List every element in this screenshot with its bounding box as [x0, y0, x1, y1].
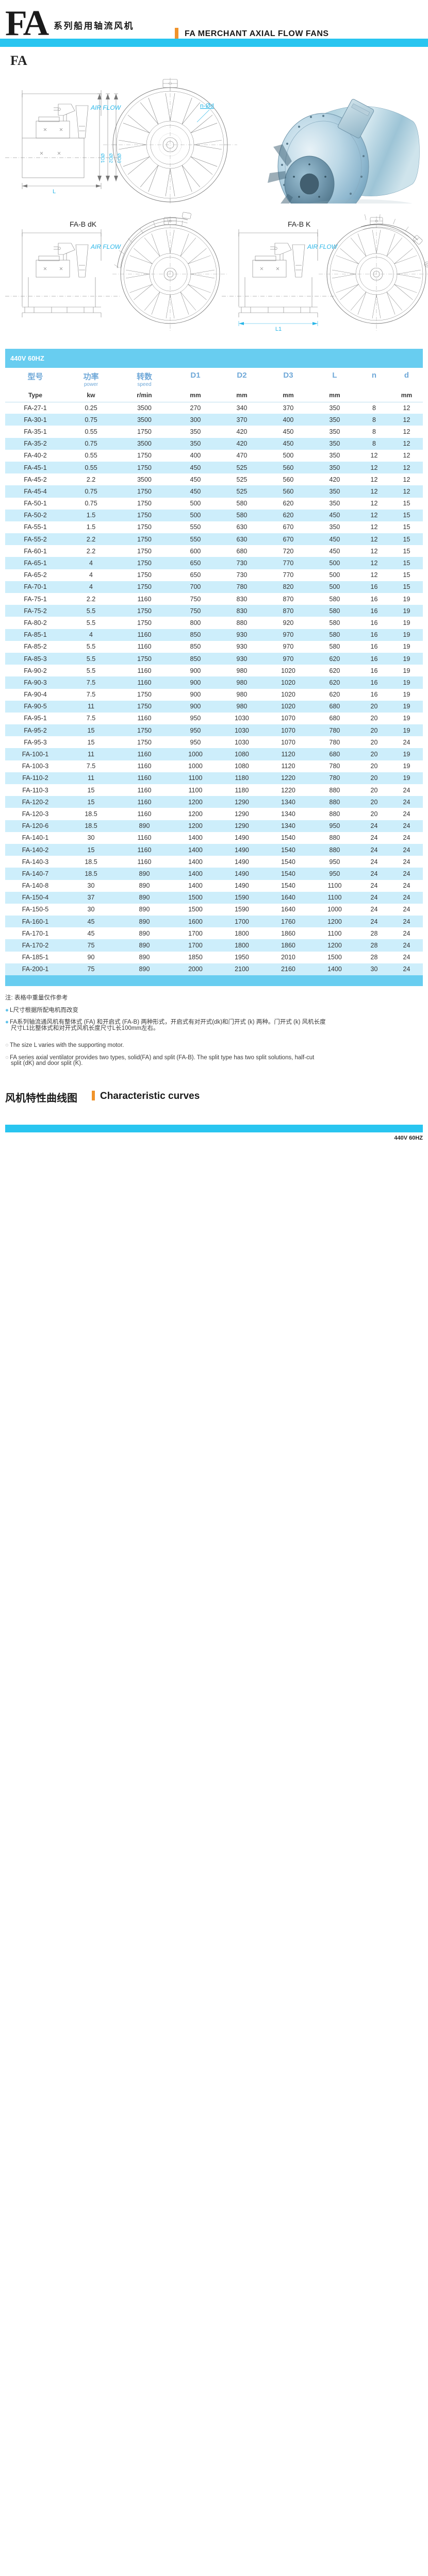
svg-text:ØD1: ØD1: [100, 154, 105, 163]
svg-text:n-Ød: n-Ød: [200, 102, 214, 109]
svg-text:ØD2: ØD2: [108, 154, 113, 163]
svg-text:AIR FLOW: AIR FLOW: [90, 104, 122, 111]
svg-text:L: L: [53, 189, 56, 195]
svg-text:AIR FLOW: AIR FLOW: [90, 243, 122, 250]
svg-text:L1: L1: [275, 326, 282, 332]
